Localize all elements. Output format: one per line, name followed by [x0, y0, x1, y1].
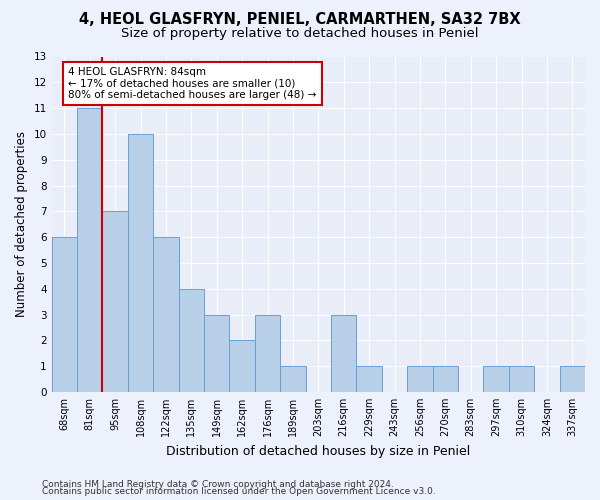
Bar [560, 366, 585, 392]
Bar [407, 366, 433, 392]
Bar [128, 134, 153, 392]
Bar [331, 314, 356, 392]
Text: Contains HM Land Registry data © Crown copyright and database right 2024.: Contains HM Land Registry data © Crown c… [42, 480, 394, 489]
Bar [103, 212, 128, 392]
X-axis label: Distribution of detached houses by size in Peniel: Distribution of detached houses by size … [166, 444, 470, 458]
Bar [509, 366, 534, 392]
Bar [484, 366, 509, 392]
Bar [153, 237, 179, 392]
Text: 4, HEOL GLASFRYN, PENIEL, CARMARTHEN, SA32 7BX: 4, HEOL GLASFRYN, PENIEL, CARMARTHEN, SA… [79, 12, 521, 28]
Text: 4 HEOL GLASFRYN: 84sqm
← 17% of detached houses are smaller (10)
80% of semi-det: 4 HEOL GLASFRYN: 84sqm ← 17% of detached… [68, 67, 317, 100]
Bar [356, 366, 382, 392]
Bar [204, 314, 229, 392]
Y-axis label: Number of detached properties: Number of detached properties [15, 131, 28, 317]
Bar [77, 108, 103, 392]
Bar [229, 340, 255, 392]
Text: Contains public sector information licensed under the Open Government Licence v3: Contains public sector information licen… [42, 487, 436, 496]
Bar [280, 366, 305, 392]
Bar [179, 288, 204, 392]
Text: Size of property relative to detached houses in Peniel: Size of property relative to detached ho… [121, 28, 479, 40]
Bar [52, 237, 77, 392]
Bar [433, 366, 458, 392]
Bar [255, 314, 280, 392]
